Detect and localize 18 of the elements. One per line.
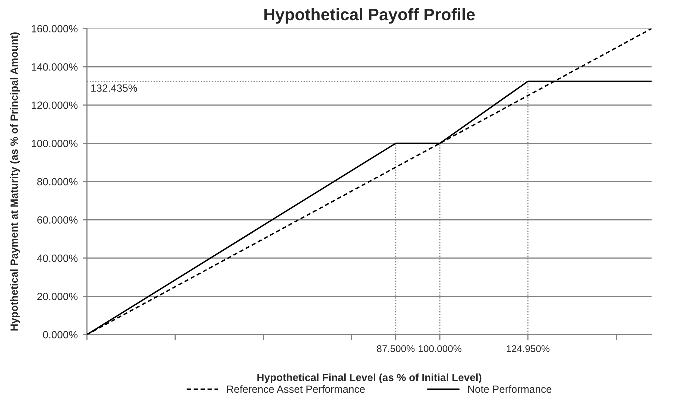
y-tick-label: 160.000% (32, 25, 78, 33)
y-tick-label: 120.000% (32, 102, 78, 110)
y-tick-label: 100.000% (32, 140, 78, 148)
y-tick-label: 80.000% (37, 178, 78, 186)
chart-title: Hypothetical Payoff Profile (264, 8, 476, 24)
y-tick-label: 60.000% (38, 216, 78, 224)
y-tick-label: 140.000% (32, 64, 78, 71)
y-tick-label: 20.000% (38, 293, 78, 300)
legend-label: Note Performance (468, 385, 552, 394)
x-tick-label: 87.500% (377, 345, 415, 352)
y-tick-label: 40.000% (37, 254, 78, 262)
y-tick-label: 0.000% (43, 331, 78, 339)
ref-line-label: 132.435% (92, 84, 138, 92)
x-tick-label: 100.000% (418, 345, 462, 352)
x-tick-label: 124.950% (507, 345, 550, 352)
y-axis-title: Hypothetical Payment at Maturity (as % of Principal Amount) (10, 32, 20, 331)
x-axis-title: Hypothetical Final Level (as % of Initial Level) (258, 374, 482, 384)
legend-label: Reference Asset Performance (227, 385, 366, 394)
